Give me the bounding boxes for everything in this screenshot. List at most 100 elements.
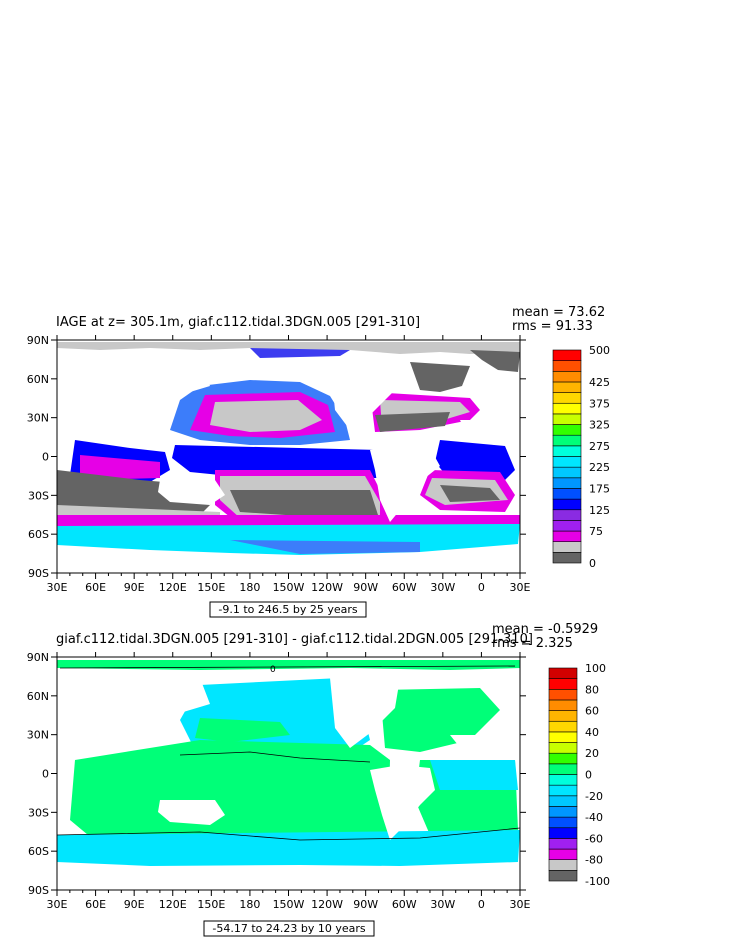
panel-2-title: giaf.c112.tidal.3DGN.005 [291-310] - gia…	[56, 632, 533, 647]
x-tick-label: 150W	[273, 898, 305, 911]
colorbar-label: 325	[589, 419, 610, 432]
colorbar-swatch	[552, 349, 582, 361]
y-tick-label: 30S	[28, 489, 49, 502]
colorbar-swatch	[548, 816, 578, 829]
x-tick-label: 90W	[353, 898, 378, 911]
x-tick-label: 90E	[124, 581, 145, 594]
y-tick-label: 60N	[27, 373, 49, 386]
y-tick-label: 30N	[27, 412, 49, 425]
field-spac-dark	[230, 490, 378, 518]
x-tick-label: 60W	[392, 898, 417, 911]
land-north-america	[330, 360, 400, 430]
y-tick-label: 90N	[27, 651, 49, 664]
land-antarctica	[57, 870, 520, 890]
y-tick-label: 60S	[28, 845, 49, 858]
y-tick-label: 30S	[28, 806, 49, 819]
colorbar-swatch	[548, 795, 578, 807]
x-tick-label: 150E	[197, 898, 225, 911]
field-atl-cyan	[430, 760, 518, 790]
colorbar-label: 75	[589, 525, 603, 538]
contour-zero-arctic	[59, 665, 516, 669]
land-africa-north	[460, 420, 520, 445]
colorbar-label: 125	[589, 504, 610, 517]
colorbar-swatch	[552, 541, 582, 553]
x-tick-label: 150W	[273, 581, 305, 594]
panel-1-range-label: -9.1 to 246.5 by 25 years	[218, 603, 358, 616]
y-tick-label: 0	[42, 451, 49, 464]
field-sind-dark	[57, 470, 215, 515]
colorbar-swatch	[548, 870, 578, 882]
colorbar-label: -60	[585, 832, 603, 845]
field-arctic	[57, 660, 520, 670]
y-tick-label: 60N	[27, 690, 49, 703]
field-arctic-blue	[250, 348, 350, 358]
colorbar-swatch	[552, 520, 582, 532]
field-nordic	[470, 350, 520, 372]
field-satl-dark	[440, 485, 500, 502]
x-tick-label: 30W	[430, 581, 455, 594]
field-npac-gray	[210, 400, 322, 432]
x-tick-label: 150E	[197, 581, 225, 594]
contour-zero-south	[56, 827, 521, 841]
land-north-america	[330, 678, 400, 748]
land-australia	[158, 800, 225, 825]
x-tick-label: 120W	[311, 898, 343, 911]
field-natl-dark	[375, 412, 450, 432]
colorbar-swatch	[548, 752, 578, 765]
colorbar-swatch	[552, 552, 582, 564]
panel-1-title: IAGE at z= 305.1m, giaf.c112.tidal.3DGN.…	[56, 315, 420, 330]
colorbar-label: 225	[589, 461, 610, 474]
colorbar-label: 100	[585, 662, 606, 675]
colorbar-label: 80	[585, 683, 599, 696]
panel-2-map: 0	[56, 656, 521, 891]
x-tick-label: 30E	[47, 581, 68, 594]
x-tick-label: 30E	[47, 898, 68, 911]
land-asia	[110, 678, 210, 748]
colorbar-swatch	[552, 370, 582, 383]
field-labrador	[410, 362, 470, 392]
colorbar-swatch	[552, 456, 582, 468]
y-tick-label: 0	[42, 768, 49, 781]
colorbar-swatch	[552, 381, 582, 393]
colorbar-swatch	[548, 848, 578, 860]
colorbar-swatch	[552, 424, 582, 436]
colorbar-label: 275	[589, 440, 610, 453]
field-npac-green	[195, 718, 290, 742]
colorbar-label: 0	[589, 557, 596, 570]
x-tick-label: 180	[239, 898, 260, 911]
colorbar-swatch	[548, 742, 578, 754]
y-tick-label: 30N	[27, 729, 49, 742]
field-tropac	[172, 445, 392, 478]
colorbar-swatch	[552, 445, 582, 457]
colorbar-label: 20	[585, 747, 599, 760]
colorbar-swatch	[552, 392, 582, 404]
panel-2-range-box	[203, 920, 375, 937]
x-tick-label: 30E	[510, 581, 531, 594]
field-arctic	[57, 342, 520, 354]
panel-2-range-label: -54.17 to 24.23 by 10 years	[212, 922, 366, 935]
colorbar-swatch	[548, 688, 578, 701]
colorbar-label: 0	[585, 769, 592, 782]
panel-2-colorbar: -100 -80 -60 -40 -20 0 20 40 60 80 100	[548, 662, 610, 888]
colorbar-swatch	[552, 402, 582, 415]
y-tick-label: 60S	[28, 528, 49, 541]
colorbar-swatch	[552, 434, 582, 447]
field-pac-green	[70, 740, 390, 860]
x-tick-label: 60E	[85, 581, 106, 594]
x-tick-label: 120E	[159, 581, 187, 594]
colorbar-label: 500	[589, 344, 610, 357]
colorbar-swatch	[548, 806, 578, 818]
panel-1-mean: mean = 73.62	[512, 305, 605, 320]
land-asia	[110, 360, 210, 430]
colorbar-swatch	[548, 859, 578, 871]
colorbar-label: 375	[589, 397, 610, 410]
panel-1-colorbar: 0 75 125 175 225 275 325 375 425 500	[552, 344, 610, 570]
colorbar-swatch	[552, 477, 582, 489]
x-tick-label: 90W	[353, 581, 378, 594]
panel-2: giaf.c112.tidal.3DGN.005 [291-310] - gia…	[27, 622, 610, 937]
colorbar-swatch	[548, 784, 578, 797]
x-tick-label: 0	[478, 581, 485, 594]
panel-1: IAGE at z= 305.1m, giaf.c112.tidal.3DGN.…	[27, 305, 610, 618]
colorbar-swatch	[548, 838, 578, 850]
